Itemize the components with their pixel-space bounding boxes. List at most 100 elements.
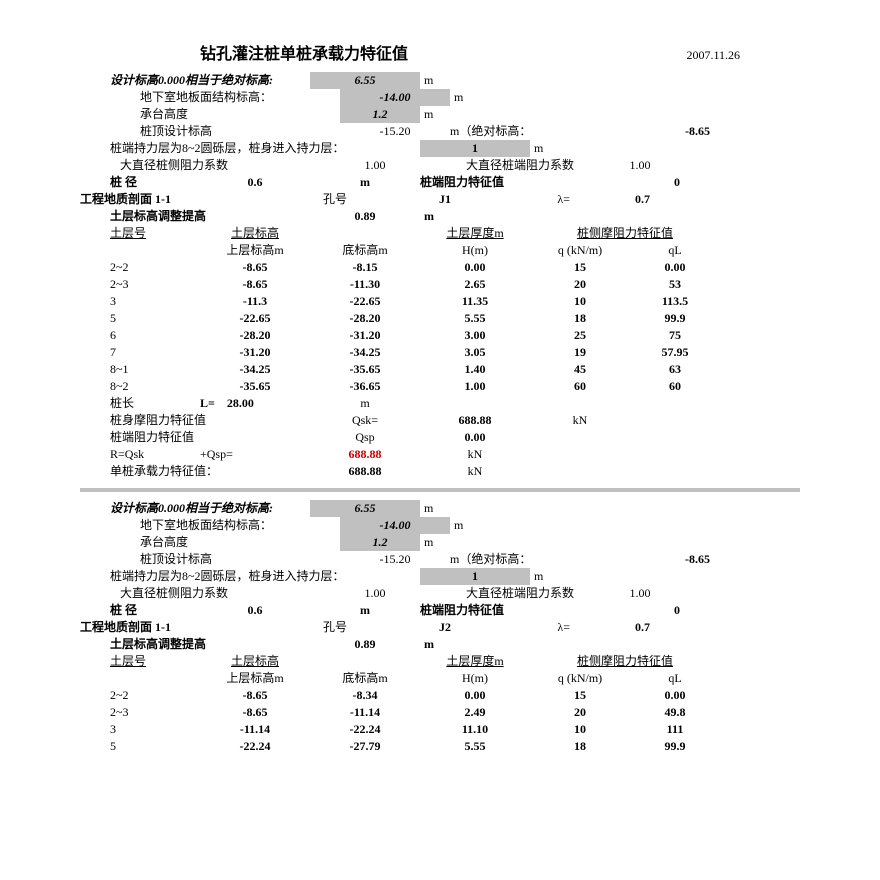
cell-q: 45 (530, 361, 630, 378)
cell-top: -34.25 (200, 361, 310, 378)
col-friction: 桩侧摩阻力特征值 (530, 653, 720, 670)
cell-top: -11.14 (200, 721, 310, 738)
cell-ql: 57.95 (630, 344, 720, 361)
unit-m: m (450, 89, 514, 106)
cell-bot: -34.25 (310, 344, 420, 361)
cell-ql: 0.00 (630, 687, 720, 704)
cell-top: -31.20 (200, 344, 310, 361)
col-elev: 土层标高 (200, 225, 310, 242)
cell-ql: 75 (630, 327, 720, 344)
cell-q: 10 (530, 293, 630, 310)
end-resist-value: 0 (560, 174, 680, 191)
bearing-layer-value: 1 (420, 140, 530, 157)
cell-layer: 2~2 (80, 687, 200, 704)
single-label: 单桩承载力特征值： (80, 463, 310, 480)
col-layer: 土层号 (80, 653, 200, 670)
cell-q: 25 (530, 327, 630, 344)
diameter-value: 0.6 (200, 174, 310, 191)
unit-kn: kN (420, 463, 530, 480)
col-friction: 桩侧摩阻力特征值 (530, 225, 720, 242)
pile-top-value: -15.20 (340, 123, 450, 140)
lambda-label: λ= (500, 619, 570, 636)
cell-h: 2.49 (420, 704, 530, 721)
sub-ql: qL (630, 242, 720, 259)
abs-elev-label: m（绝对标高： (450, 123, 630, 140)
cell-layer: 3 (80, 293, 200, 310)
abs-elev-label: m（绝对标高： (450, 551, 630, 568)
table-row: 2~2 -8.65 -8.34 0.00 15 0.00 (80, 687, 800, 704)
basement-value: -14.00 (340, 517, 450, 534)
cell-top: -8.65 (200, 259, 310, 276)
lambda-label: λ= (500, 191, 570, 208)
coef-side-value: 1.00 (320, 157, 430, 174)
page-title: 钻孔灌注桩单桩承载力特征值 (200, 40, 408, 64)
cell-bot: -22.24 (310, 721, 420, 738)
cell-ql: 60 (630, 378, 720, 395)
table-row: 3 -11.3 -22.65 11.35 10 113.5 (80, 293, 800, 310)
cell-layer: 5 (80, 310, 200, 327)
sub-q: q (kN/m) (530, 242, 630, 259)
qsk-label: 桩身摩阻力特征值 (80, 412, 310, 429)
cell-ql: 63 (630, 361, 720, 378)
cell-layer: 2~3 (80, 276, 200, 293)
cell-q: 20 (530, 704, 630, 721)
cell-top: -28.20 (200, 327, 310, 344)
unit-m: m (420, 208, 484, 225)
title-row: 钻孔灌注桩单桩承载力特征值 2007.11.26 (80, 40, 800, 64)
abs-elev-value: -8.65 (630, 551, 710, 568)
qsp-sym: Qsp (310, 429, 420, 446)
unit-m: m (420, 106, 484, 123)
qsp-label: 桩端阻力特征值 (80, 429, 310, 446)
coef-side-label: 大直径桩侧阻力系数 (80, 585, 320, 602)
sub-h: H(m) (420, 670, 530, 687)
cell-h: 0.00 (420, 259, 530, 276)
coef-side-value: 1.00 (320, 585, 430, 602)
col-layer: 土层号 (80, 225, 200, 242)
bearing-layer-text: 桩端持力层为8~2圆砾层，桩身进入持力层： (80, 568, 420, 585)
adjust-label: 土层标高调整提高 (80, 636, 310, 653)
date: 2007.11.26 (686, 48, 740, 63)
pile-len-label: 桩长 (80, 395, 200, 412)
table-row: 8~1 -34.25 -35.65 1.40 45 63 (80, 361, 800, 378)
cap-height-label: 承台高度 (80, 534, 340, 551)
sub-bot: 底标高m (310, 242, 420, 259)
profile-label: 工程地质剖面 1-1 (80, 191, 280, 208)
cell-top: -22.65 (200, 310, 310, 327)
table-row: 5 -22.24 -27.79 5.55 18 99.9 (80, 738, 800, 755)
hole-value: J2 (390, 619, 500, 636)
adjust-value: 0.89 (310, 636, 420, 653)
sub-top: 上层标高m (200, 670, 310, 687)
section-divider (80, 488, 800, 492)
qsp-value: 0.00 (420, 429, 530, 446)
table-row: 7 -31.20 -34.25 3.05 19 57.95 (80, 344, 800, 361)
bearing-layer-value: 1 (420, 568, 530, 585)
pile-top-label: 桩顶设计标高 (80, 123, 340, 140)
cell-q: 15 (530, 687, 630, 704)
diameter-label: 桩 径 (80, 174, 200, 191)
cell-bot: -27.79 (310, 738, 420, 755)
adjust-label: 土层标高调整提高 (80, 208, 310, 225)
cell-layer: 2~2 (80, 259, 200, 276)
cell-top: -22.24 (200, 738, 310, 755)
cell-q: 18 (530, 310, 630, 327)
cell-ql: 99.9 (630, 738, 720, 755)
cell-h: 11.10 (420, 721, 530, 738)
profile-label: 工程地质剖面 1-1 (80, 619, 280, 636)
cell-layer: 8~1 (80, 361, 200, 378)
cell-top: -11.3 (200, 293, 310, 310)
cell-bot: -35.65 (310, 361, 420, 378)
design-elev-label: 设计标高0.000相当于绝对标高: (80, 500, 310, 517)
cap-height-value: 1.2 (340, 534, 420, 551)
unit-m: m (310, 602, 420, 619)
end-resist-value: 0 (560, 602, 680, 619)
cell-ql: 53 (630, 276, 720, 293)
cell-h: 1.40 (420, 361, 530, 378)
lambda-value: 0.7 (570, 619, 650, 636)
sub-q: q (kN/m) (530, 670, 630, 687)
sub-top: 上层标高m (200, 242, 310, 259)
cell-h: 3.05 (420, 344, 530, 361)
cell-bot: -11.30 (310, 276, 420, 293)
hole-label: 孔号 (280, 619, 390, 636)
unit-m: m (530, 140, 594, 157)
cell-q: 10 (530, 721, 630, 738)
